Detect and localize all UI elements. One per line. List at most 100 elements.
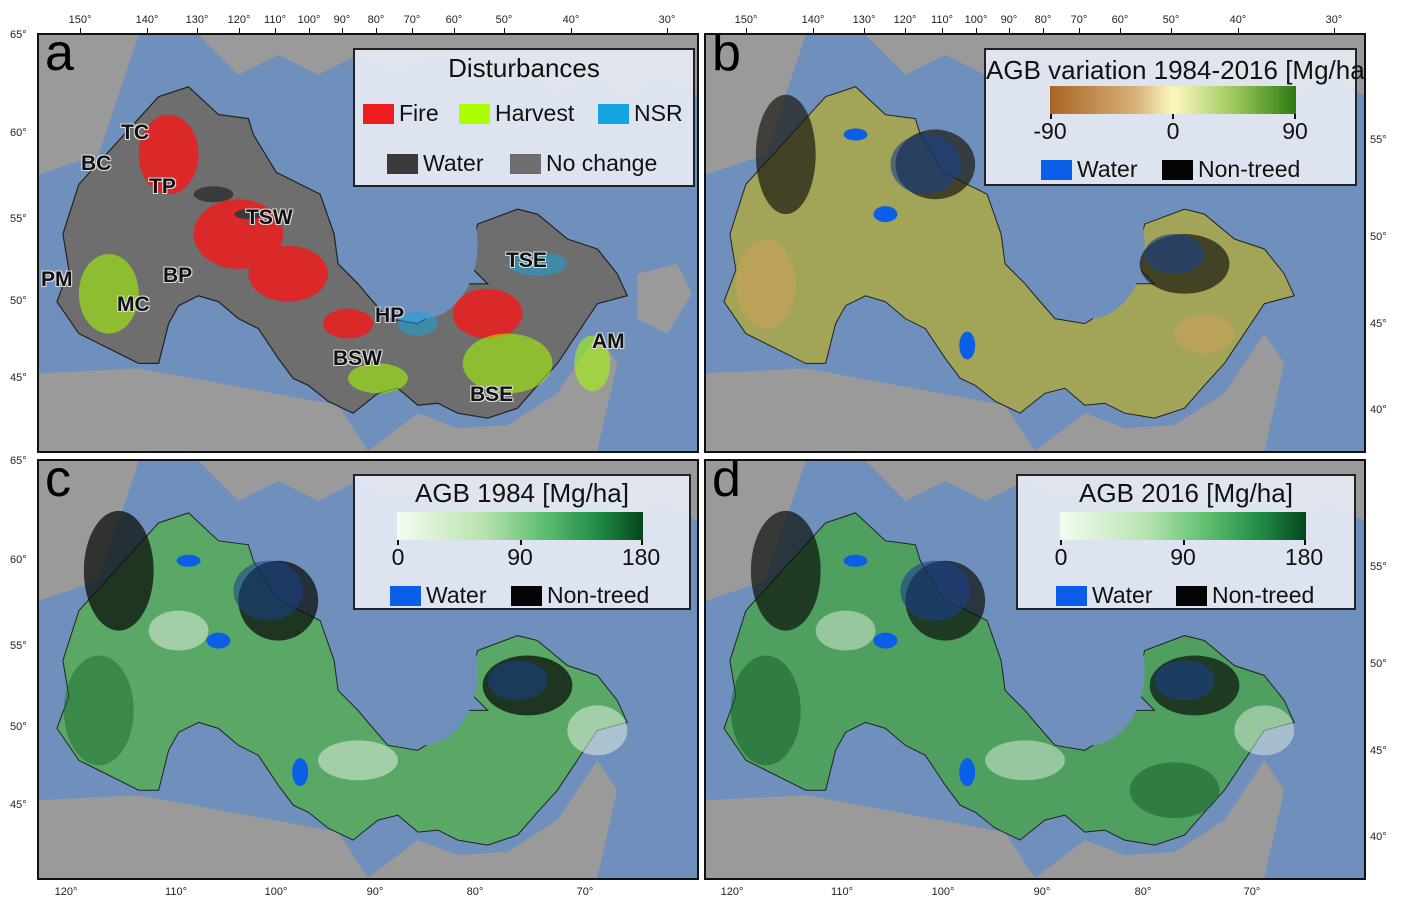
lat-tick-label: 45°: [1370, 318, 1387, 330]
lon-tick-label: 140°: [801, 14, 825, 26]
tick-mark: [864, 28, 865, 34]
water-swatch: [390, 585, 421, 606]
lon-tick-label: 120°: [227, 14, 251, 26]
colorbar-min-label: 0: [1054, 544, 1068, 570]
region-label-bc: BC: [81, 152, 112, 175]
colorbar-tick: [1183, 540, 1185, 545]
tick-mark: [942, 28, 943, 34]
legend-item-water: Water: [390, 582, 487, 609]
water-swatch: [1041, 159, 1072, 180]
lat-tick-label: 50°: [1370, 658, 1387, 670]
legend-item-water: Water: [1056, 582, 1153, 609]
legend-label: Water: [423, 150, 484, 176]
lon-tick-label: 150°: [734, 14, 758, 26]
lon-tick-label: 90°: [333, 14, 351, 26]
colorbar-agb-variation: [1050, 86, 1296, 114]
colorbar-max-label: 90: [1282, 118, 1308, 144]
panel-letter: d: [712, 459, 741, 508]
lat-tick-label: 50°: [1370, 231, 1387, 243]
non-treed-swatch: [1162, 159, 1193, 180]
lon-tick-label: 100°: [297, 14, 321, 26]
lat-tick-label: 55°: [1370, 561, 1387, 573]
colorbar-tick: [1304, 540, 1306, 545]
tick-mark: [454, 28, 455, 34]
legend-disturbances: Disturbances Fire Harvest NSR Water No c…: [353, 48, 695, 187]
lon-tick-label: 50°: [495, 14, 513, 26]
lon-tick-label: 60°: [1111, 14, 1129, 26]
tick-mark: [571, 28, 572, 34]
legend-label: Water: [1092, 582, 1153, 608]
legend-label: NSR: [634, 100, 683, 126]
colorbar-max-label: 180: [621, 544, 661, 570]
lon-tick-label: 120°: [720, 886, 744, 898]
legend-item-water: Water: [387, 150, 484, 177]
lat-tick-label: 60°: [10, 554, 27, 566]
lon-tick-label: 100°: [264, 886, 288, 898]
nsr-swatch: [598, 103, 629, 124]
colorbar-tick: [641, 540, 643, 545]
panel-letter: c: [45, 459, 71, 508]
lat-tick-label: 40°: [1370, 404, 1387, 416]
lon-tick-label: 90°: [366, 886, 384, 898]
legend-agb-1984: AGB 1984 [Mg/ha] 0 90 180 Water Non-tree…: [353, 474, 691, 610]
tick-mark: [1334, 28, 1335, 34]
panel-d-agb-2016-map: d AGB 2016 [Mg/ha] 0 90 180 Water Non-tr…: [704, 459, 1366, 880]
region-label-tse: TSE: [506, 249, 547, 272]
panel-a-disturbances-map: a TC BC TP TSW PM BP MC TSE HP BSW AM BS…: [37, 33, 699, 453]
legend-label: Water: [1077, 156, 1138, 182]
tick-mark: [1120, 28, 1121, 34]
tick-mark: [80, 28, 81, 34]
legend-item-harvest: Harvest: [459, 100, 574, 127]
legend-item-nsr: NSR: [598, 100, 683, 127]
lat-tick-label: 45°: [1370, 745, 1387, 757]
tick-mark: [239, 28, 240, 34]
tick-mark: [1238, 28, 1239, 34]
water-swatch: [387, 153, 418, 174]
lon-tick-label: 80°: [1034, 14, 1052, 26]
tick-mark: [667, 28, 668, 34]
panel-letter: b: [712, 33, 741, 82]
lat-tick-label: 65°: [10, 29, 27, 41]
lon-tick-label: 70°: [1070, 14, 1088, 26]
no-change-swatch: [510, 153, 541, 174]
colorbar-tick: [1294, 114, 1296, 119]
lon-tick-label: 140°: [135, 14, 159, 26]
region-label-bp: BP: [163, 264, 193, 287]
lon-tick-label: 40°: [562, 14, 580, 26]
lon-tick-label: 120°: [54, 886, 78, 898]
legend-label: Water: [426, 582, 487, 608]
colorbar-tick: [520, 540, 522, 545]
region-label-tsw: TSW: [246, 206, 293, 229]
tick-mark: [905, 28, 906, 34]
lon-tick-label: 70°: [1243, 886, 1261, 898]
colorbar-tick: [1050, 114, 1052, 119]
panel-letter: a: [45, 33, 74, 82]
lat-tick-label: 45°: [10, 372, 27, 384]
tick-mark: [197, 28, 198, 34]
lon-tick-label: 80°: [466, 886, 484, 898]
tick-mark: [275, 28, 276, 34]
colorbar-mid-label: 0: [1166, 118, 1180, 144]
non-treed-swatch: [1176, 585, 1207, 606]
lon-tick-label: 80°: [1134, 886, 1152, 898]
harvest-swatch: [459, 103, 490, 124]
non-treed-swatch: [511, 585, 542, 606]
colorbar-mid-label: 90: [507, 544, 533, 570]
legend-item-non-treed: Non-treed: [511, 582, 649, 609]
lon-tick-label: 60°: [445, 14, 463, 26]
legend-label: Harvest: [495, 100, 575, 126]
legend-label: No change: [546, 150, 658, 176]
lat-tick-label: 55°: [10, 213, 27, 225]
lon-tick-label: 70°: [576, 886, 594, 898]
lat-tick-label: 50°: [10, 721, 27, 733]
region-label-tc: TC: [121, 121, 149, 144]
legend-agb-variation: AGB variation 1984-2016 [Mg/ha] -90 0 90…: [984, 48, 1366, 186]
lon-tick-label: 130°: [852, 14, 876, 26]
legend-title: AGB variation 1984-2016 [Mg/ha]: [986, 55, 1366, 85]
lat-tick-label: 55°: [1370, 134, 1387, 146]
lon-tick-label: 130°: [185, 14, 209, 26]
map-c: [39, 461, 697, 878]
legend-title: Disturbances: [448, 53, 600, 83]
lat-tick-label: 65°: [10, 455, 27, 467]
legend-label: Fire: [399, 100, 439, 126]
